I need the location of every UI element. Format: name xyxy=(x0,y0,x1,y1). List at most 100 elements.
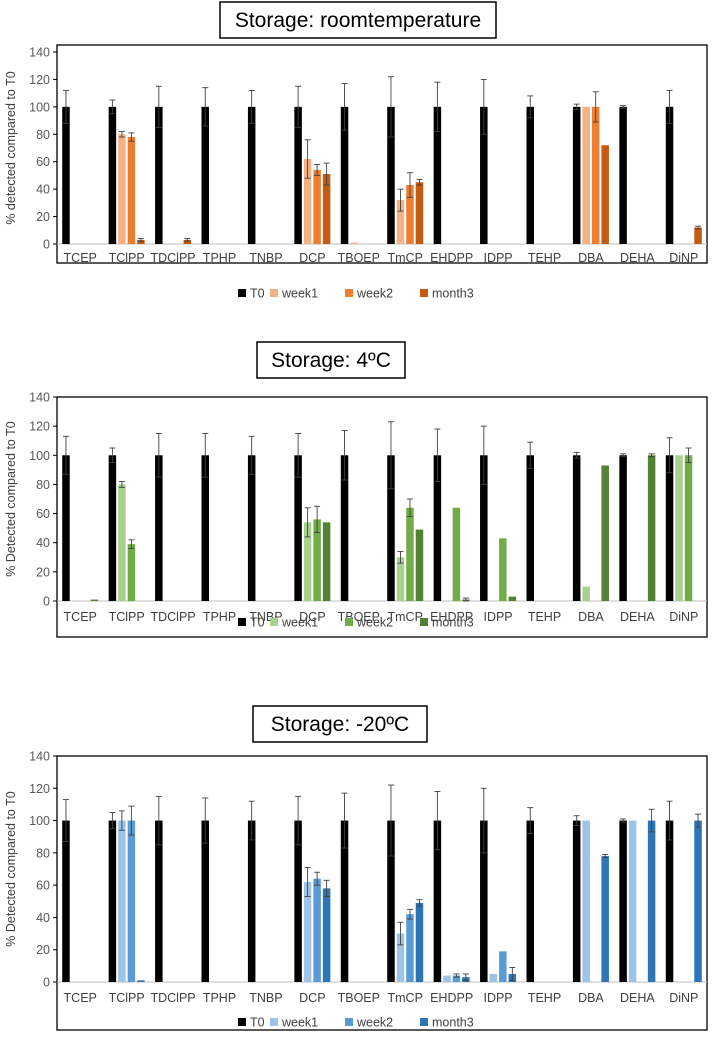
bar-T0-TClPP xyxy=(108,455,117,601)
bar-T0-TBOEP xyxy=(340,820,349,982)
bar-T0-TPHP xyxy=(201,106,209,244)
bar-month3-TClPP xyxy=(137,239,145,244)
category-label: DCP xyxy=(299,610,325,624)
bar-T0-TNBP xyxy=(247,820,256,982)
category-label: TBOEP xyxy=(338,251,380,265)
legend-label-week2: week2 xyxy=(356,1016,393,1030)
bar-T0-TNBP xyxy=(247,455,256,601)
chart-title: Storage: -20ºC xyxy=(271,713,409,736)
bar-T0-TClPP xyxy=(108,820,117,982)
y-axis-title: % detected compared to T0 xyxy=(4,71,18,224)
bar-week2-DCP xyxy=(313,519,321,601)
y-axis-title: % Detected compared to T0 xyxy=(4,791,18,946)
bar-T0-DEHA xyxy=(619,106,627,244)
category-label: DCP xyxy=(299,251,325,265)
bar-week2-DCP xyxy=(313,169,321,244)
y-tick-label: 20 xyxy=(36,565,50,579)
bar-T0-TBOEP xyxy=(340,455,349,601)
bar-month3-TClPP xyxy=(137,980,145,982)
category-label: IDPP xyxy=(483,610,512,624)
bar-week2-EHDPP xyxy=(452,975,461,982)
category-label: TmCP xyxy=(388,610,423,624)
bar-month3-DiNP xyxy=(694,820,702,982)
legend-label-week1: week1 xyxy=(281,287,318,301)
bar-week1-EHDPP xyxy=(443,975,451,982)
chart-title: Storage: roomtemperature xyxy=(235,9,481,32)
bar-week1-TBOEP xyxy=(350,242,358,244)
bar-week2-IDPP xyxy=(499,951,507,982)
category-label: DEHA xyxy=(620,610,655,624)
bar-week2-TmCP xyxy=(406,185,414,244)
bar-T0-TPHP xyxy=(201,820,209,982)
bar-T0-DBA xyxy=(572,455,581,601)
legend-label-month3: month3 xyxy=(432,616,474,630)
bar-T0-TClPP xyxy=(108,106,117,244)
y-tick-label: 140 xyxy=(29,46,50,60)
bar-week1-DEHA xyxy=(628,820,637,982)
bar-week1-DCP xyxy=(303,522,312,601)
bar-week2-TClPP xyxy=(127,820,136,982)
bar-month3-DEHA xyxy=(647,455,656,601)
category-label: TNBP xyxy=(249,991,282,1005)
bar-T0-TNBP xyxy=(247,106,256,244)
category-label: TmCP xyxy=(388,251,423,265)
y-tick-label: 60 xyxy=(36,507,50,521)
chart-title-box xyxy=(219,1,497,39)
y-tick-label: 120 xyxy=(29,782,50,796)
legend-swatch-T0 xyxy=(238,1018,246,1026)
bar-week1-DCP xyxy=(303,881,312,982)
chart-3: Storage: -20ºC 0 20 40 60 80 100 120 140 % Detect… xyxy=(4,705,708,1031)
chart-title-box xyxy=(252,705,428,743)
bar-week2-EHDPP xyxy=(452,507,461,601)
bar-T0-TDClPP xyxy=(155,820,163,982)
bar-T0-TEHP xyxy=(526,106,534,244)
legend: T0 week1 week2 month3 xyxy=(238,616,474,630)
category-label: EHDPP xyxy=(430,991,473,1005)
legend-swatch-week2 xyxy=(345,1018,353,1026)
category-label: DEHA xyxy=(620,251,655,265)
bar-week2-TClPP xyxy=(127,137,136,244)
category-label: DCP xyxy=(299,991,325,1005)
bar-week2-TmCP xyxy=(406,507,414,601)
legend: T0 week1 week2 month3 xyxy=(238,287,474,301)
bar-week1-IDPP xyxy=(489,973,498,982)
legend-label-week1: week1 xyxy=(281,1016,318,1030)
chart-1: Storage: roomtemperature 0 20 40 60 80 100 120 1… xyxy=(4,1,708,301)
bar-week2-DBA xyxy=(591,106,600,244)
y-tick-label: 40 xyxy=(36,183,50,197)
bar-week1-DCP xyxy=(303,158,312,244)
bar-T0-TCEP xyxy=(62,106,70,244)
y-tick-label: 0 xyxy=(43,976,50,990)
category-label: TClPP xyxy=(109,251,145,265)
legend-swatch-week1 xyxy=(270,618,278,626)
y-tick-label: 140 xyxy=(29,391,50,405)
chart-frame xyxy=(56,755,708,1031)
legend-label-week1: week1 xyxy=(281,616,318,630)
bar-T0-EHDPP xyxy=(433,455,442,601)
legend-label-T0: T0 xyxy=(250,616,265,630)
bar-T0-TBOEP xyxy=(340,106,349,244)
bar-month3-TmCP xyxy=(415,182,424,244)
legend-swatch-T0 xyxy=(238,618,246,626)
category-label: TDClPP xyxy=(150,991,195,1005)
legend-label-month3: month3 xyxy=(432,1016,474,1030)
bar-month3-IDPP xyxy=(508,596,517,601)
bar-week1-DBA xyxy=(582,586,590,601)
y-tick-label: 100 xyxy=(29,449,50,463)
category-label: TDClPP xyxy=(150,251,195,265)
bar-T0-TmCP xyxy=(387,820,395,982)
bar-T0-DiNP xyxy=(665,106,674,244)
y-tick-label: 100 xyxy=(29,814,50,828)
bar-T0-TCEP xyxy=(62,455,70,601)
chart-title-box xyxy=(256,341,406,379)
y-tick-label: 120 xyxy=(29,420,50,434)
bar-week2-IDPP xyxy=(499,538,507,601)
bar-month3-DCP xyxy=(322,522,331,601)
bar-month3-DCP xyxy=(322,174,331,244)
bar-month3-DBA xyxy=(601,856,609,982)
y-axis-title: % Detected compared to T0 xyxy=(4,421,18,576)
bar-T0-EHDPP xyxy=(433,820,442,982)
bar-T0-DCP xyxy=(294,820,302,982)
y-tick-label: 100 xyxy=(29,100,50,114)
bar-week2-DCP xyxy=(313,878,321,982)
